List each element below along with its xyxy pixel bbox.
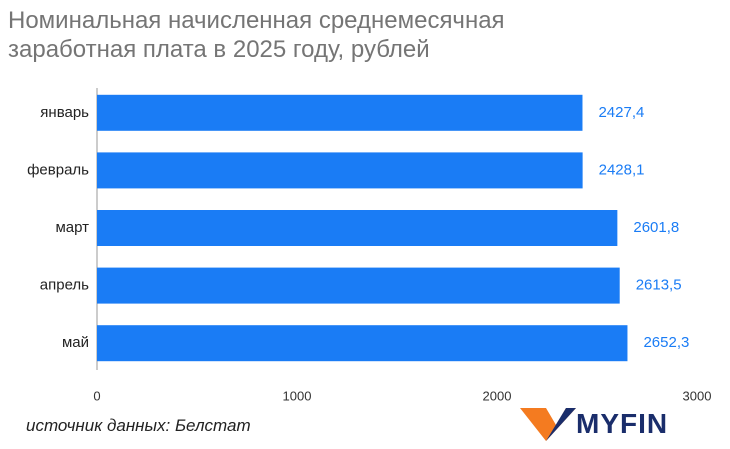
value-label: 2601,8 bbox=[633, 219, 679, 236]
bar bbox=[97, 210, 618, 246]
logo-mark bbox=[546, 408, 576, 441]
value-label: 2652,3 bbox=[643, 334, 689, 351]
logo: MYFIN bbox=[576, 408, 669, 439]
y-tick-label: апрель bbox=[40, 277, 89, 294]
x-tick-label: 2000 bbox=[483, 388, 512, 403]
bar bbox=[97, 152, 583, 189]
bar bbox=[97, 267, 620, 304]
chart-title: Номинальная начисленная среднемесячная з… bbox=[8, 7, 505, 63]
y-tick-label: январь bbox=[40, 104, 89, 121]
x-tick-label: 0 bbox=[93, 388, 100, 403]
bar bbox=[97, 325, 628, 362]
value-label: 2428,1 bbox=[599, 161, 645, 178]
y-tick-label: март bbox=[55, 219, 89, 236]
y-tick-label: май bbox=[62, 334, 89, 351]
x-tick-label: 3000 bbox=[683, 388, 712, 403]
x-tick-label: 1000 bbox=[283, 388, 312, 403]
source-note: источник данных: Белстат bbox=[26, 416, 251, 435]
y-tick-label: февраль bbox=[27, 161, 89, 178]
bar bbox=[97, 94, 583, 131]
value-label: 2427,4 bbox=[598, 104, 644, 121]
value-label: 2613,5 bbox=[636, 277, 682, 294]
